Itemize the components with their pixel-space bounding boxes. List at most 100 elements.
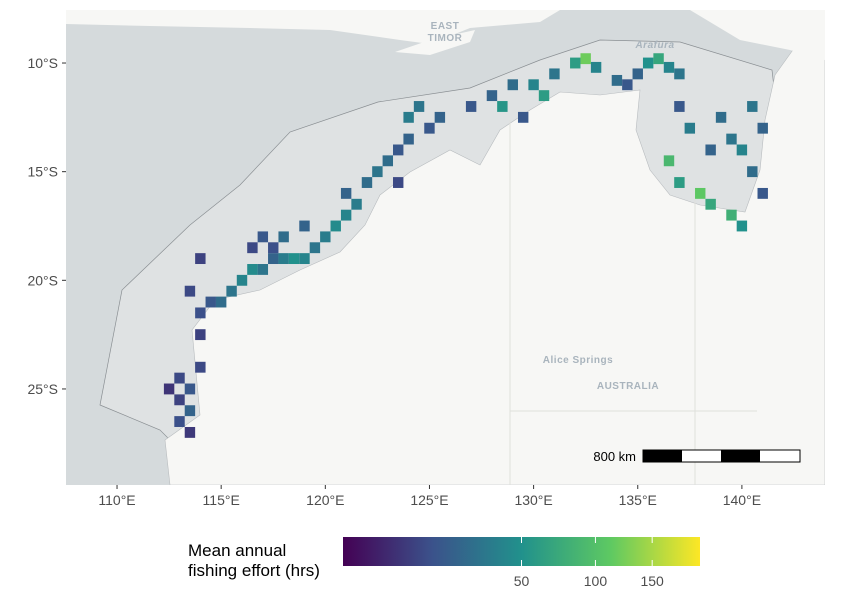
indonesia-land [66, 10, 560, 44]
effort-cell [278, 231, 289, 243]
effort-cell [184, 383, 196, 395]
effort-cell [174, 394, 185, 406]
effort-cell [642, 57, 654, 69]
effort-cell [695, 187, 706, 199]
effort-cell [320, 231, 331, 243]
effort-cell [257, 231, 269, 243]
effort-cell [590, 61, 602, 73]
effort-cell [351, 198, 362, 210]
australia-land [164, 10, 825, 485]
effort-cell [465, 101, 477, 112]
effort-cell [580, 53, 591, 65]
effort-cell [309, 242, 321, 254]
effort-cell [632, 68, 643, 80]
effort-cell [372, 166, 383, 178]
x-tick-label: 125°E [410, 492, 448, 508]
effort-cell [299, 220, 310, 232]
place-label: AUSTRALIA [597, 381, 659, 392]
effort-cell [268, 253, 279, 265]
effort-cell [382, 155, 394, 167]
effort-cell [736, 144, 748, 156]
effort-cell [330, 220, 341, 232]
effort-cell [195, 307, 206, 319]
effort-cell [538, 90, 550, 102]
effort-cell [674, 177, 685, 188]
axes: 110°E 115°E 120°E 125°E 130°E 135°E 140°E 10°S 1… [27, 55, 761, 508]
legend-title: Mean annual fishing effort (hrs) [188, 541, 320, 580]
effort-cell [622, 79, 633, 91]
effort-cell [486, 90, 498, 102]
effort-cell [195, 253, 206, 265]
effort-cell [236, 274, 248, 286]
effort-cell [184, 426, 196, 438]
y-tick-label: 25°S [27, 381, 58, 397]
effort-cell [174, 372, 185, 384]
effort-cell [715, 111, 727, 123]
effort-cell [340, 187, 352, 199]
effort-cell [726, 133, 737, 145]
effort-cell [747, 166, 758, 178]
x-tick-label: 130°E [514, 492, 552, 508]
effort-cell [403, 111, 414, 123]
place-label: Alice Springs [543, 355, 613, 366]
place-label: EAST [431, 21, 460, 32]
effort-cell [288, 253, 300, 265]
effort-cell [549, 68, 560, 80]
colorbar-tick-label: 100 [584, 573, 608, 589]
effort-cell [497, 101, 508, 112]
effort-cell [653, 53, 664, 65]
scale-bar-label: 800 km [593, 449, 636, 464]
x-tick-label: 110°E [98, 492, 135, 508]
effort-cell [361, 177, 373, 188]
colorbar-ticks: 50 100 150 [514, 537, 664, 589]
y-tick-label: 20°S [27, 272, 58, 288]
effort-cell [268, 242, 279, 254]
effort-cell [528, 79, 539, 91]
effort-cell [184, 405, 196, 417]
scale-bar-segment [721, 450, 760, 462]
colorbar-tick-label: 50 [514, 573, 530, 589]
effort-cell [340, 209, 352, 221]
place-label: TIMOR [428, 33, 463, 44]
x-tick-label: 120°E [306, 492, 344, 508]
scale-bar-segment [643, 450, 682, 462]
effort-cell [413, 101, 425, 112]
timor-land [395, 30, 475, 55]
basemap [66, 10, 825, 485]
effort-cell [674, 68, 685, 80]
y-tick-label: 10°S [27, 55, 58, 71]
effort-cell [570, 57, 581, 69]
effort-cell [663, 155, 675, 167]
effort-cells [163, 53, 768, 438]
effort-cell [163, 383, 175, 395]
x-tick-label: 140°E [723, 492, 761, 508]
effort-cell [278, 253, 289, 265]
effort-cell [705, 198, 716, 210]
scale-bar [642, 449, 801, 463]
effort-cell [257, 264, 269, 275]
effort-cell [726, 209, 737, 221]
effort-cell [403, 133, 414, 145]
effort-cell [195, 329, 206, 341]
effort-cell [247, 264, 258, 275]
place-label: Arafura [634, 40, 674, 51]
effort-cell [205, 296, 216, 308]
effort-cell [393, 144, 404, 156]
effort-cell [247, 242, 258, 254]
effort-cell [736, 220, 748, 232]
effort-cell [757, 122, 768, 134]
effort-cell [174, 416, 185, 427]
x-tick-label: 115°E [203, 492, 240, 508]
effort-cell [684, 122, 696, 134]
x-tick-label: 135°E [619, 492, 657, 508]
effort-cell [747, 101, 758, 112]
effort-cell [507, 79, 518, 91]
effort-cell [226, 285, 237, 297]
effort-cell [299, 253, 310, 265]
effort-cell [757, 187, 768, 199]
effort-cell [184, 285, 196, 297]
effort-cell [705, 144, 716, 156]
effort-cell [517, 111, 529, 123]
